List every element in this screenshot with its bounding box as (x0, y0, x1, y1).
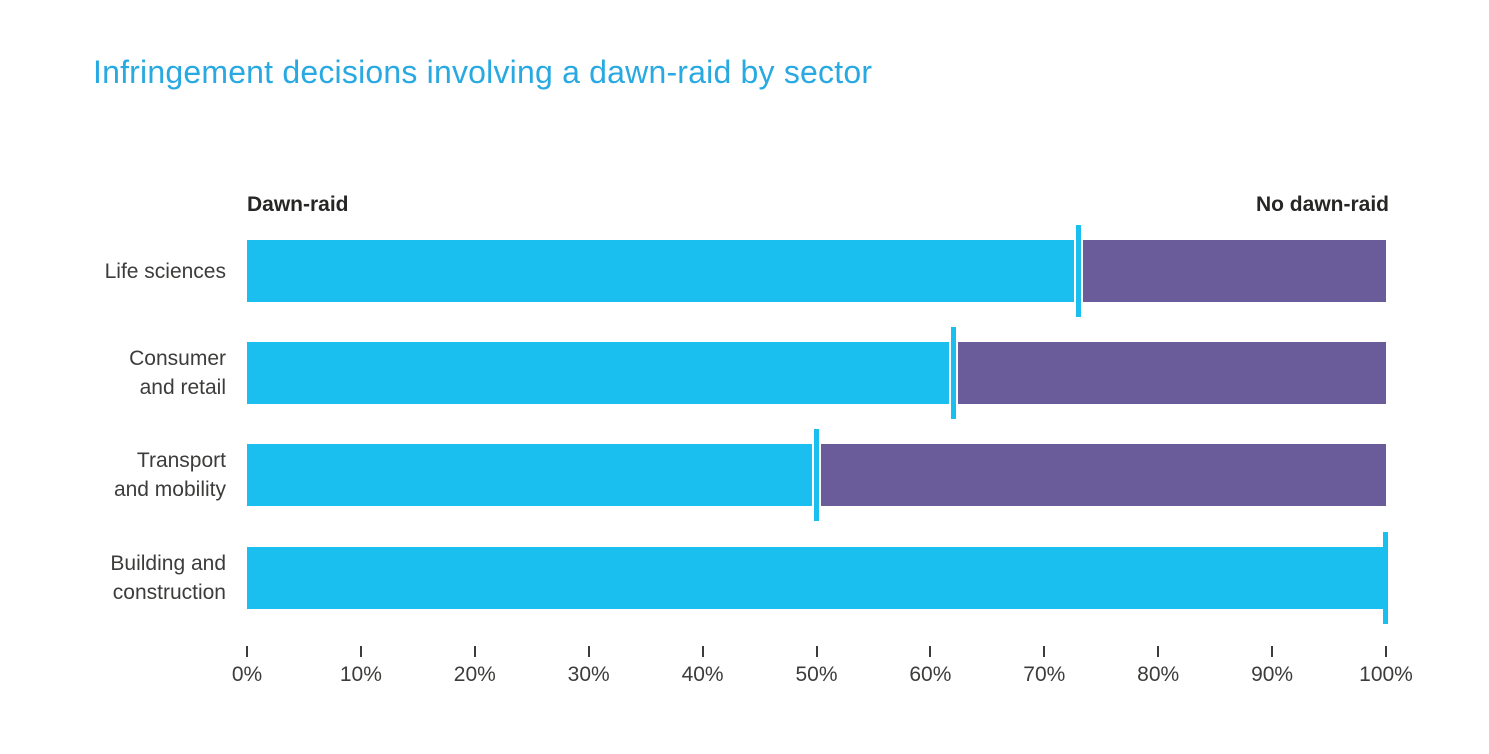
no-dawn-raid-bar-segment (1082, 240, 1386, 302)
x-axis-tick-mark (246, 646, 248, 657)
chart-title: Infringement decisions involving a dawn-… (93, 54, 873, 90)
bar-track (247, 327, 1386, 419)
bar-row: Building and construction (0, 532, 1489, 624)
x-axis-tick-mark (359, 646, 362, 657)
x-axis-tick-label: 60% (909, 663, 952, 686)
x-axis-tick-label: 80% (1137, 663, 1180, 686)
value-divider-tick (1383, 532, 1388, 624)
bar-row: Life sciences (0, 225, 1489, 317)
x-axis-tick-mark (1385, 646, 1387, 657)
x-axis-tick-mark (473, 646, 476, 657)
x-axis-tick-label: 10% (339, 663, 382, 686)
x-axis-tick-mark (701, 646, 704, 657)
x-axis-tick-mark (1271, 646, 1274, 657)
category-label: Building and construction (110, 552, 226, 604)
value-divider-tick (1075, 225, 1081, 317)
x-axis-tick-mark (929, 646, 932, 657)
dawn-raid-bar-segment (247, 444, 812, 506)
legend-no-dawn-raid-label: No dawn-raid (1255, 193, 1389, 216)
x-axis-tick-mark (587, 646, 590, 657)
x-axis-tick-label: 30% (567, 663, 610, 686)
x-axis-tick-label: 70% (1023, 663, 1066, 686)
x-axis-tick-mark (815, 646, 818, 657)
no-dawn-raid-bar-segment (821, 444, 1386, 506)
x-axis-tick-label: 90% (1251, 663, 1294, 686)
x-axis-tick-label: 100% (1359, 663, 1413, 686)
value-divider-tick (814, 429, 819, 521)
dawn-raid-bar-segment (247, 342, 949, 404)
dawn-raid-bar-segment (247, 547, 1386, 609)
x-axis-tick-label: 20% (453, 663, 496, 686)
x-axis-tick-label: 40% (681, 663, 724, 686)
bar-track (247, 532, 1388, 624)
bar-track (247, 225, 1386, 317)
category-label: Transport and mobility (113, 449, 226, 501)
x-axis-tick-label: 50% (795, 663, 838, 686)
x-axis-tick-mark (1157, 646, 1160, 657)
x-axis-tick-label: 0% (231, 663, 263, 686)
legend-dawn-raid-label: Dawn-raid (247, 193, 349, 216)
bar-row: Transport and mobility (0, 429, 1489, 521)
value-divider-tick (950, 327, 956, 419)
bar-track (247, 429, 1386, 521)
category-label: Life sciences (104, 259, 226, 283)
category-label: Consumer and retail (129, 347, 226, 399)
x-axis-tick-mark (1043, 646, 1046, 657)
bar-row: Consumer and retail (0, 327, 1489, 419)
no-dawn-raid-bar-segment (957, 342, 1386, 404)
dawn-raid-bar-segment (247, 240, 1074, 302)
